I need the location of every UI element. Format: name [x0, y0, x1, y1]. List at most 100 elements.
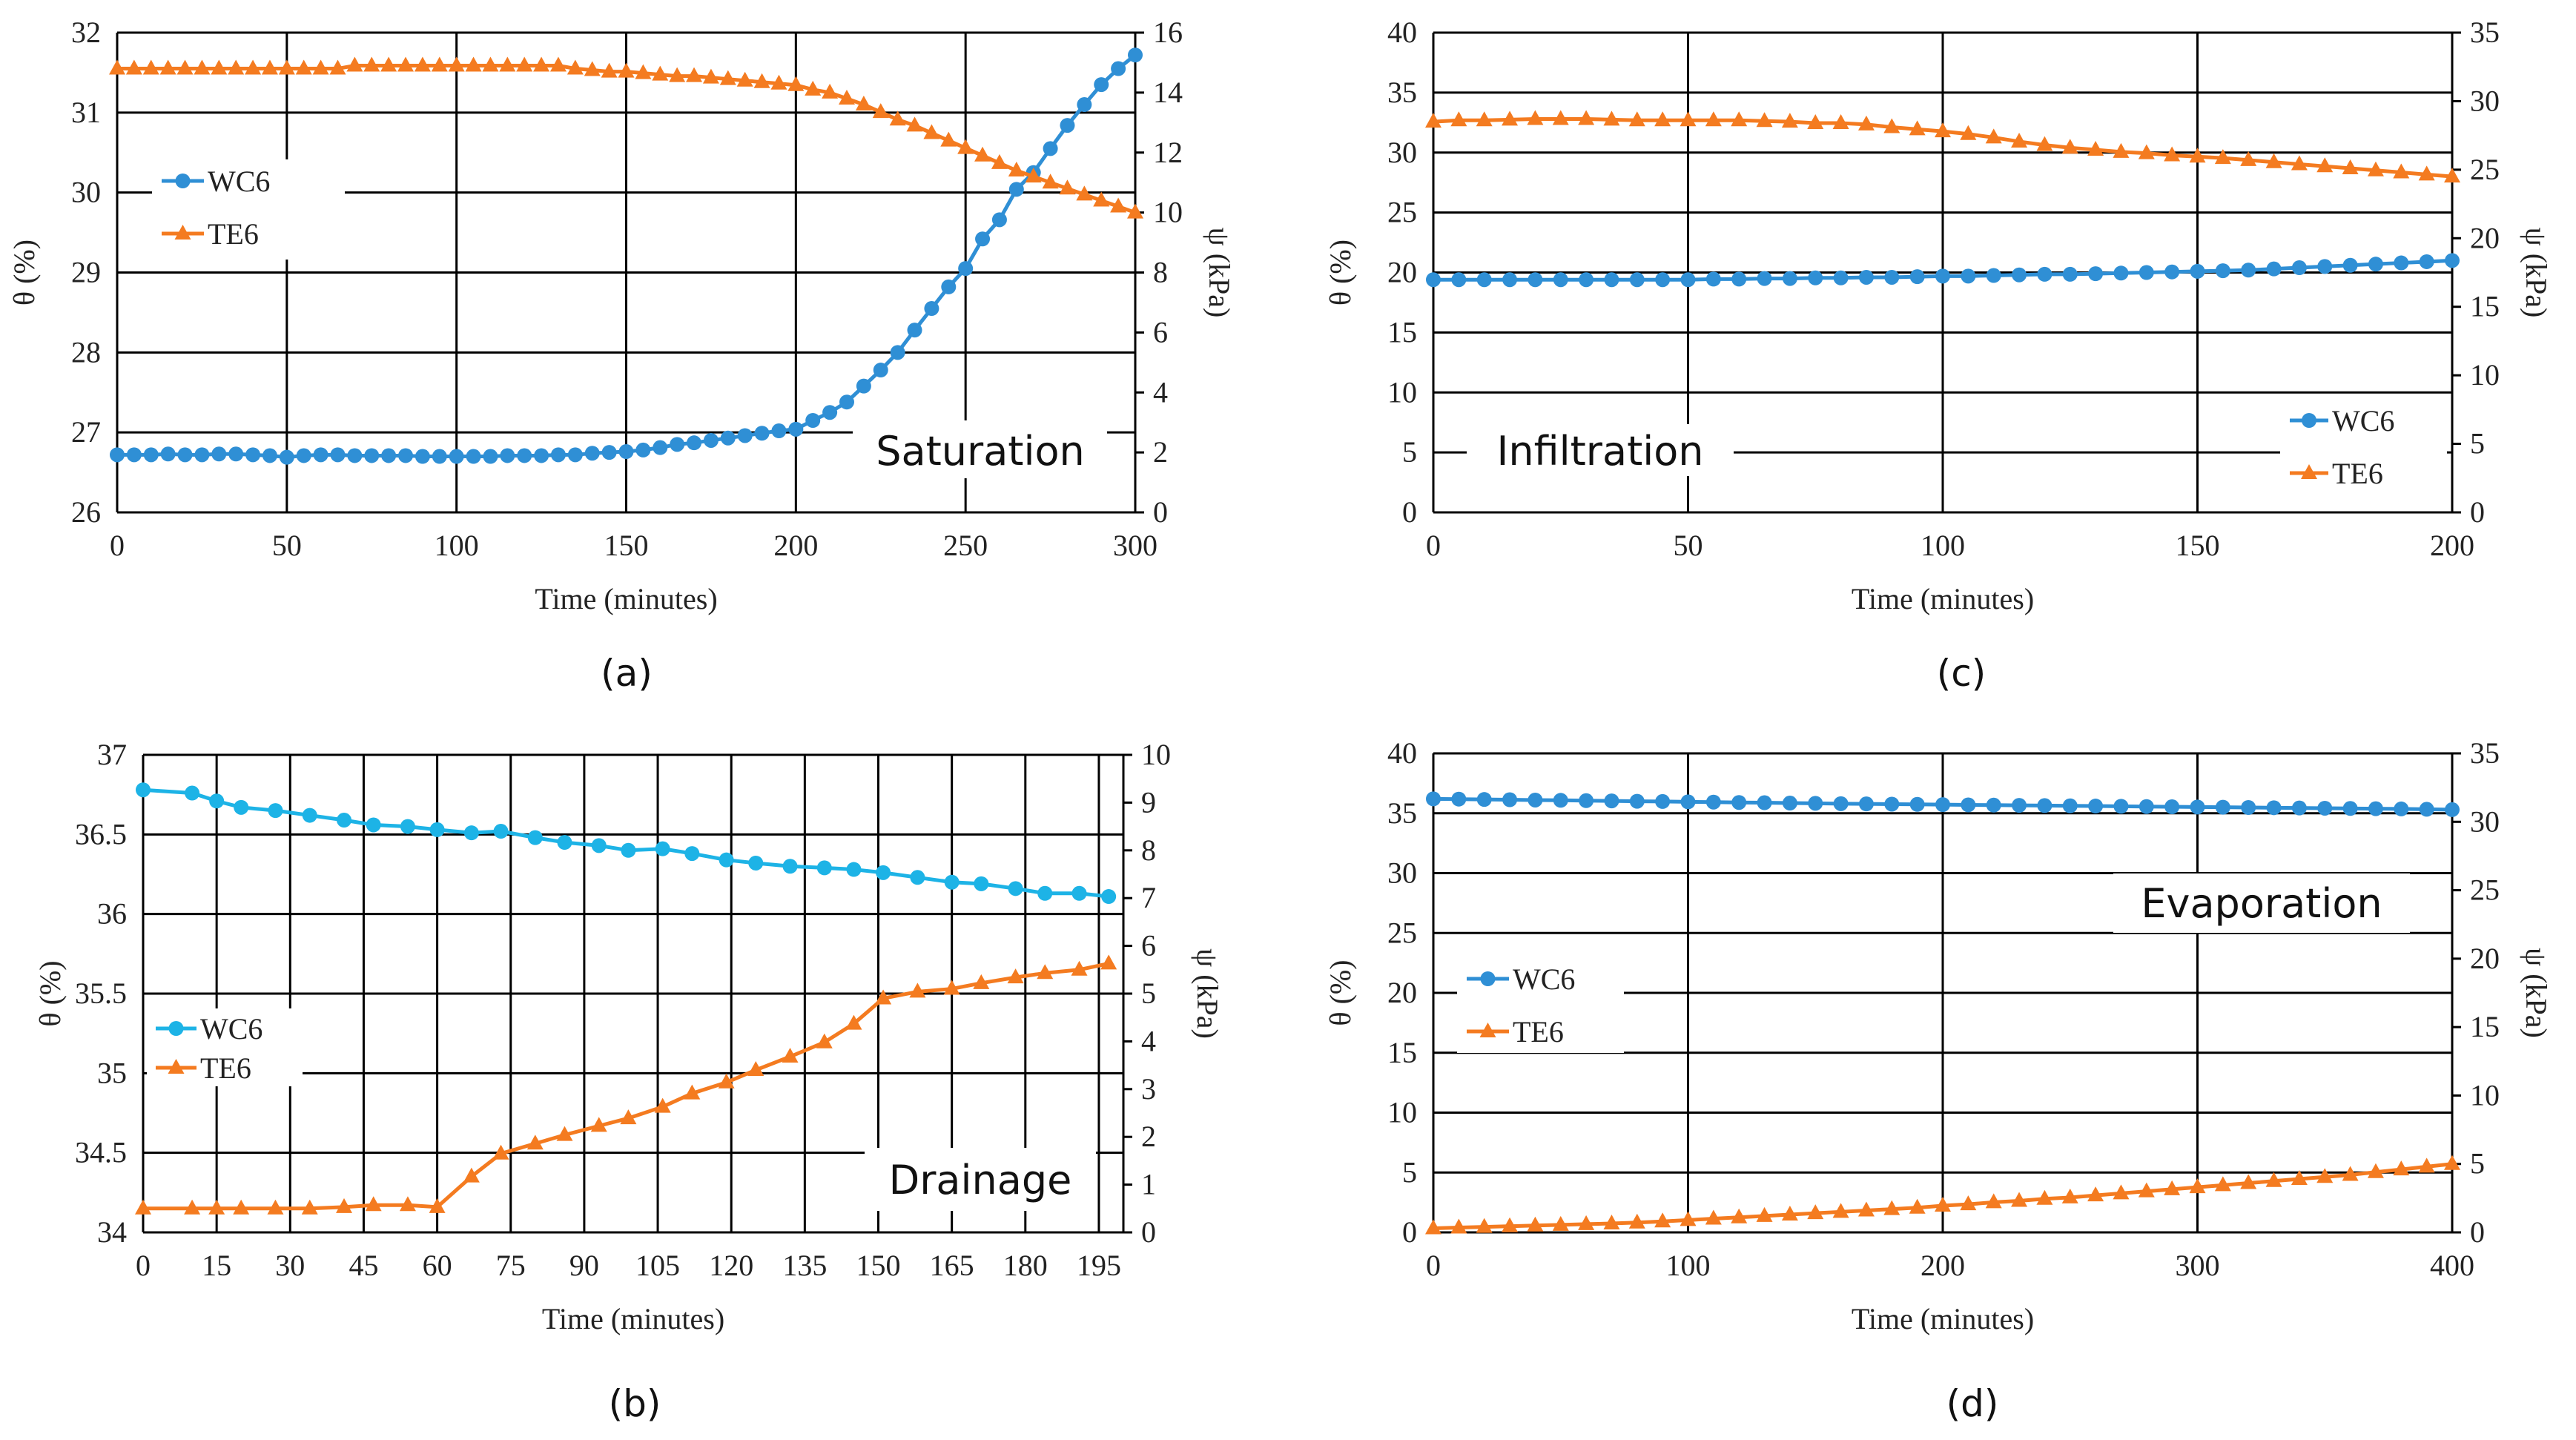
data-point — [816, 1033, 833, 1048]
panel-caption: (b) — [609, 1382, 661, 1425]
y-tick-label: 26 — [71, 495, 101, 529]
y-tick-label: 5 — [1402, 435, 1417, 469]
data-point — [1782, 271, 1797, 286]
y2-tick-label: 4 — [1153, 375, 1168, 409]
data-point — [1757, 271, 1772, 286]
data-point — [397, 56, 415, 72]
data-point — [2062, 266, 2078, 282]
data-point — [890, 345, 905, 360]
data-point — [1883, 1200, 1900, 1215]
data-point — [1111, 61, 1126, 76]
data-point — [1094, 77, 1109, 93]
data-point — [1731, 795, 1747, 810]
y-tick-label: 35 — [1387, 76, 1417, 109]
y2-tick-label: 2 — [1141, 1120, 1156, 1153]
y-tick-label: 25 — [1387, 196, 1417, 229]
x-tick-label: 195 — [1077, 1249, 1121, 1282]
x-tick-label: 15 — [202, 1249, 231, 1282]
data-point — [748, 855, 764, 871]
x-tick-label: 50 — [1674, 529, 1703, 562]
x-tick-label: 75 — [496, 1249, 526, 1282]
y2-tick-label: 2 — [1153, 435, 1168, 469]
series-te6 — [1425, 1155, 2460, 1235]
y-tick-label: 0 — [1402, 495, 1417, 529]
data-point — [974, 146, 991, 162]
data-point — [2012, 267, 2027, 283]
y-tick-label: 32 — [71, 16, 101, 49]
data-point — [296, 448, 311, 463]
data-point — [719, 70, 736, 85]
data-point — [1985, 128, 2002, 144]
data-point — [684, 1084, 701, 1100]
data-point — [228, 446, 244, 462]
data-point — [337, 813, 352, 828]
data-point — [1909, 796, 1925, 812]
legend-label: TE6 — [208, 217, 259, 251]
data-point — [2087, 141, 2104, 156]
data-point — [177, 447, 193, 463]
data-point — [771, 423, 787, 439]
data-point — [1935, 1197, 1951, 1212]
data-point — [973, 974, 990, 989]
data-point — [1476, 111, 1493, 127]
data-point — [313, 447, 328, 463]
data-point — [2088, 266, 2104, 282]
data-point — [533, 56, 550, 72]
y2-tick-label: 25 — [2470, 153, 2500, 186]
data-point — [159, 59, 176, 75]
data-point — [1060, 118, 1075, 133]
x-tick-label: 300 — [1113, 529, 1157, 562]
data-point — [415, 449, 430, 464]
data-point — [2368, 257, 2383, 272]
phase-annotation: Drainage — [889, 1157, 1072, 1203]
data-point — [1025, 168, 1042, 183]
x-tick-label: 30 — [275, 1249, 305, 1282]
data-point — [655, 841, 670, 856]
x-tick-label: 200 — [2430, 529, 2474, 562]
data-point — [737, 428, 753, 443]
y-tick-label: 20 — [1387, 256, 1417, 289]
data-point — [753, 73, 770, 88]
legend-marker — [175, 174, 191, 188]
data-point — [1731, 271, 1747, 287]
data-point — [1552, 1215, 1569, 1231]
data-point — [2265, 153, 2282, 168]
data-point — [136, 782, 151, 798]
data-point — [279, 449, 294, 465]
data-point — [1528, 272, 1543, 288]
data-point — [718, 1073, 735, 1089]
data-point — [1502, 110, 1519, 126]
data-point — [873, 363, 888, 378]
data-point — [1986, 268, 2001, 283]
data-point — [1502, 1217, 1519, 1232]
data-point — [1857, 1201, 1875, 1217]
x-tick-label: 135 — [782, 1249, 827, 1282]
data-point — [1008, 182, 1024, 197]
series-te6 — [1425, 110, 2460, 183]
y-tick-label: 37 — [97, 738, 127, 771]
data-point — [2367, 1163, 2384, 1178]
data-point — [1552, 110, 1569, 125]
data-point — [1935, 268, 1950, 284]
data-point — [2113, 142, 2130, 158]
data-point — [1731, 111, 1748, 127]
x-axis-title: Time (minutes) — [542, 1302, 724, 1335]
data-point — [2394, 801, 2409, 816]
data-point — [2393, 1160, 2410, 1176]
y2-tick-label: 25 — [2470, 873, 2500, 907]
x-tick-label: 200 — [773, 529, 818, 562]
data-point — [2419, 254, 2434, 269]
data-point — [176, 59, 194, 75]
data-point — [1008, 162, 1025, 177]
data-point — [1680, 1211, 1697, 1226]
x-tick-label: 0 — [1426, 529, 1441, 562]
data-point — [1037, 885, 1053, 901]
y2-tick-label: 35 — [2470, 16, 2500, 49]
data-point — [584, 446, 600, 461]
series-te6 — [109, 56, 1143, 219]
annotation-background — [1467, 424, 1734, 476]
data-point — [2418, 1157, 2435, 1173]
data-point — [1578, 1215, 1595, 1230]
